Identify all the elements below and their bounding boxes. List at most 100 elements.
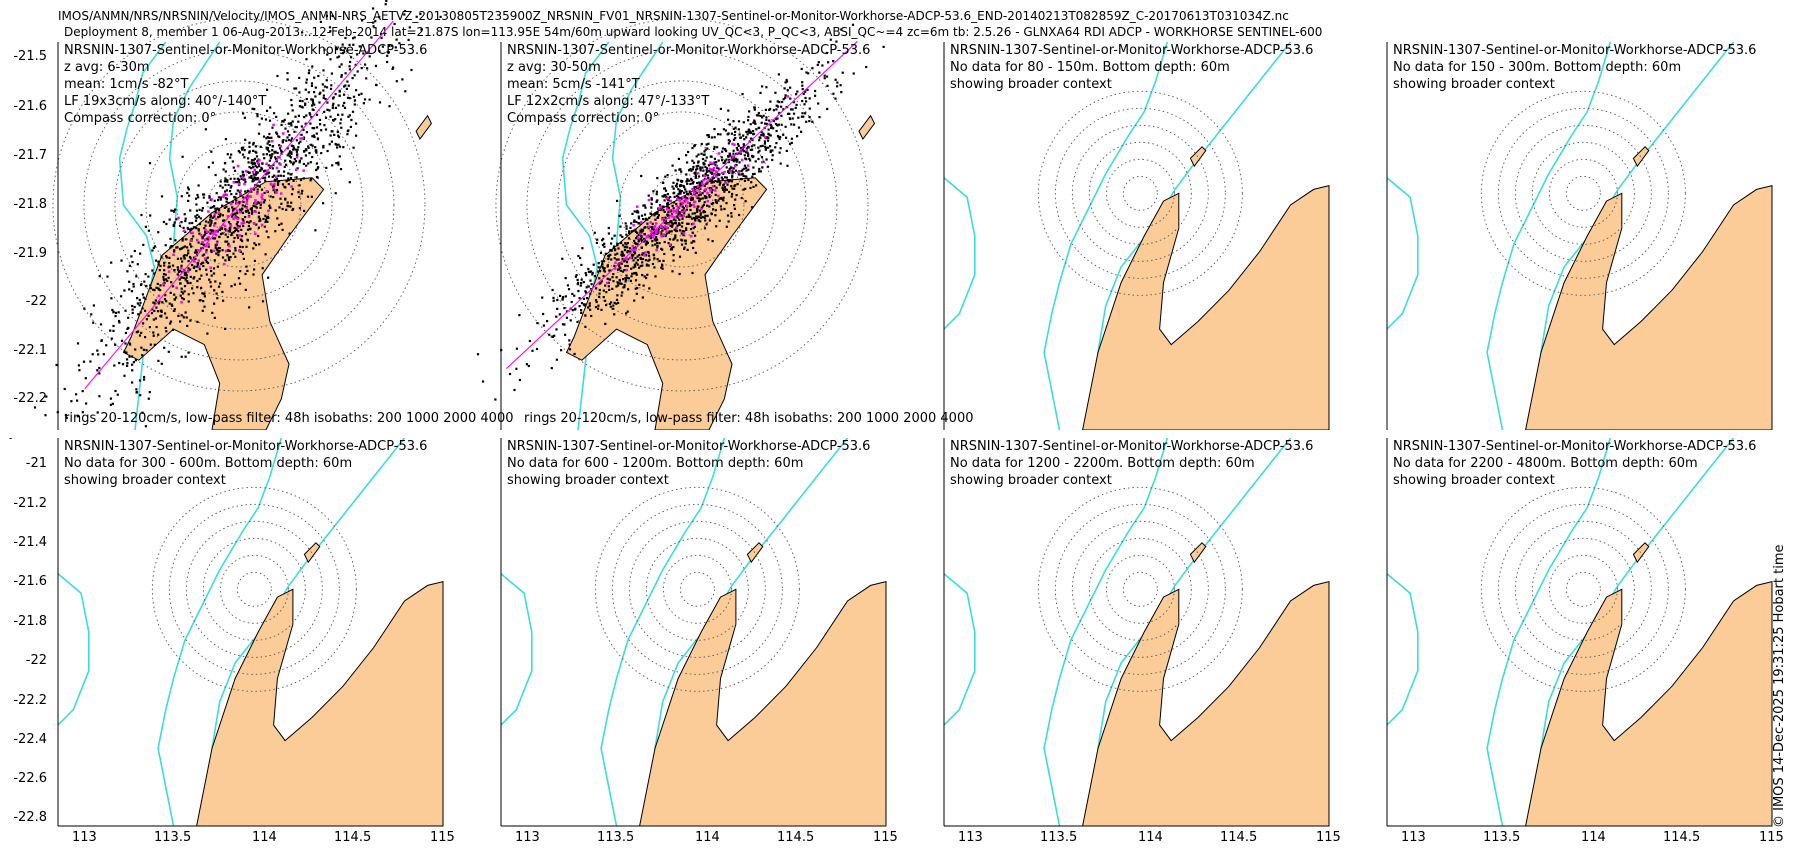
scatter-point [209,285,213,288]
lowpass-point [214,233,218,237]
scatter-point [672,187,675,190]
scatter-point [628,230,631,233]
scatter-point [732,149,735,152]
scatter-point [789,117,792,121]
scatter-point [671,164,674,167]
scatter-point [247,161,250,164]
scatter-point [802,92,805,95]
lowpass-point [691,187,694,191]
lowpass-point [665,226,668,229]
scatter-point [724,188,727,191]
scatter-point [706,204,709,207]
xtick-p6-5: 115 [873,830,898,845]
scatter-point [120,295,123,298]
scatter-point [197,215,201,218]
scatter-point [801,88,804,91]
scatter-point [663,210,666,213]
scatter-point [725,158,728,161]
scatter-point [269,206,272,209]
scatter-point [608,302,611,305]
scatter-point [476,353,480,356]
lowpass-point [205,250,208,254]
scatter-point [227,210,230,213]
scatter-point [162,275,165,279]
scatter-point [322,146,325,149]
scatter-point [350,118,353,122]
scatter-point [754,122,757,125]
scatter-point [136,263,139,266]
scatter-point [699,166,702,169]
scatter-point [658,259,661,263]
scatter-point [630,230,633,233]
panel-6 [500,437,887,827]
panel-3 [943,41,1330,431]
scatter-point [753,108,756,111]
scatter-point [198,222,202,226]
lowpass-point [193,260,196,263]
scatter-point [290,122,293,125]
scatter-point [781,100,784,104]
scatter-point [696,210,699,213]
scatter-point [746,133,749,136]
lowpass-point [697,172,700,175]
lowpass-point [235,209,239,212]
scatter-point [664,175,667,178]
scatter-point [224,240,227,243]
lowpass-point [302,169,305,172]
scatter-point [638,266,641,269]
scatter-point [561,323,565,326]
lowpass-point [654,231,658,235]
scatter-point [208,195,211,198]
scatter-point [228,227,231,230]
scatter-point [346,96,350,99]
scatter-point [244,190,247,193]
scatter-point [670,224,673,228]
scatter-point [173,293,176,296]
scatter-point [308,112,311,115]
panel-2-title: NRSNIN-1307-Sentinel-or-Monitor-Workhors… [507,43,871,58]
scatter-point [657,228,660,231]
scatter-point [196,262,199,265]
scatter-point [266,142,269,145]
scatter-point [706,134,709,137]
xtick-p7-3: 114 [1138,830,1163,845]
scatter-point [180,221,183,224]
scatter-point [671,185,674,188]
lowpass-point [245,207,249,210]
scatter-point [708,187,711,190]
lowpass-point [282,132,285,135]
panel-4-info-2: showing broader context [1393,77,1555,92]
scatter-point [697,197,700,200]
scatter-point [702,174,705,177]
scatter-point [263,191,266,195]
scatter-point [647,264,650,267]
scatter-point [297,142,301,145]
scatter-point [200,242,203,245]
scatter-point [752,173,755,176]
scatter-point [635,220,638,224]
scatter-point [612,246,615,249]
scatter-point [667,199,670,202]
lowpass-point [681,195,685,199]
scatter-point [112,310,115,313]
scatter-point [166,279,169,282]
scatter-point [591,271,594,274]
scatter-point [679,202,682,205]
scatter-point [310,98,313,101]
scatter-point [681,217,684,220]
scatter-point [188,194,191,197]
panel-6-isobath-1 [600,437,726,827]
lowpass-point [272,123,275,127]
scatter-point [209,232,212,235]
lowpass-point [655,229,658,232]
scatter-point [242,178,245,181]
panel-1-lowpass [157,123,305,304]
scatter-point [826,75,829,78]
scatter-point [178,269,181,272]
scatter-point [267,164,270,167]
scatter-point [213,289,216,292]
scatter-point [241,245,244,249]
scatter-point [707,142,710,145]
scatter-point [217,251,220,254]
scatter-point [198,268,201,271]
